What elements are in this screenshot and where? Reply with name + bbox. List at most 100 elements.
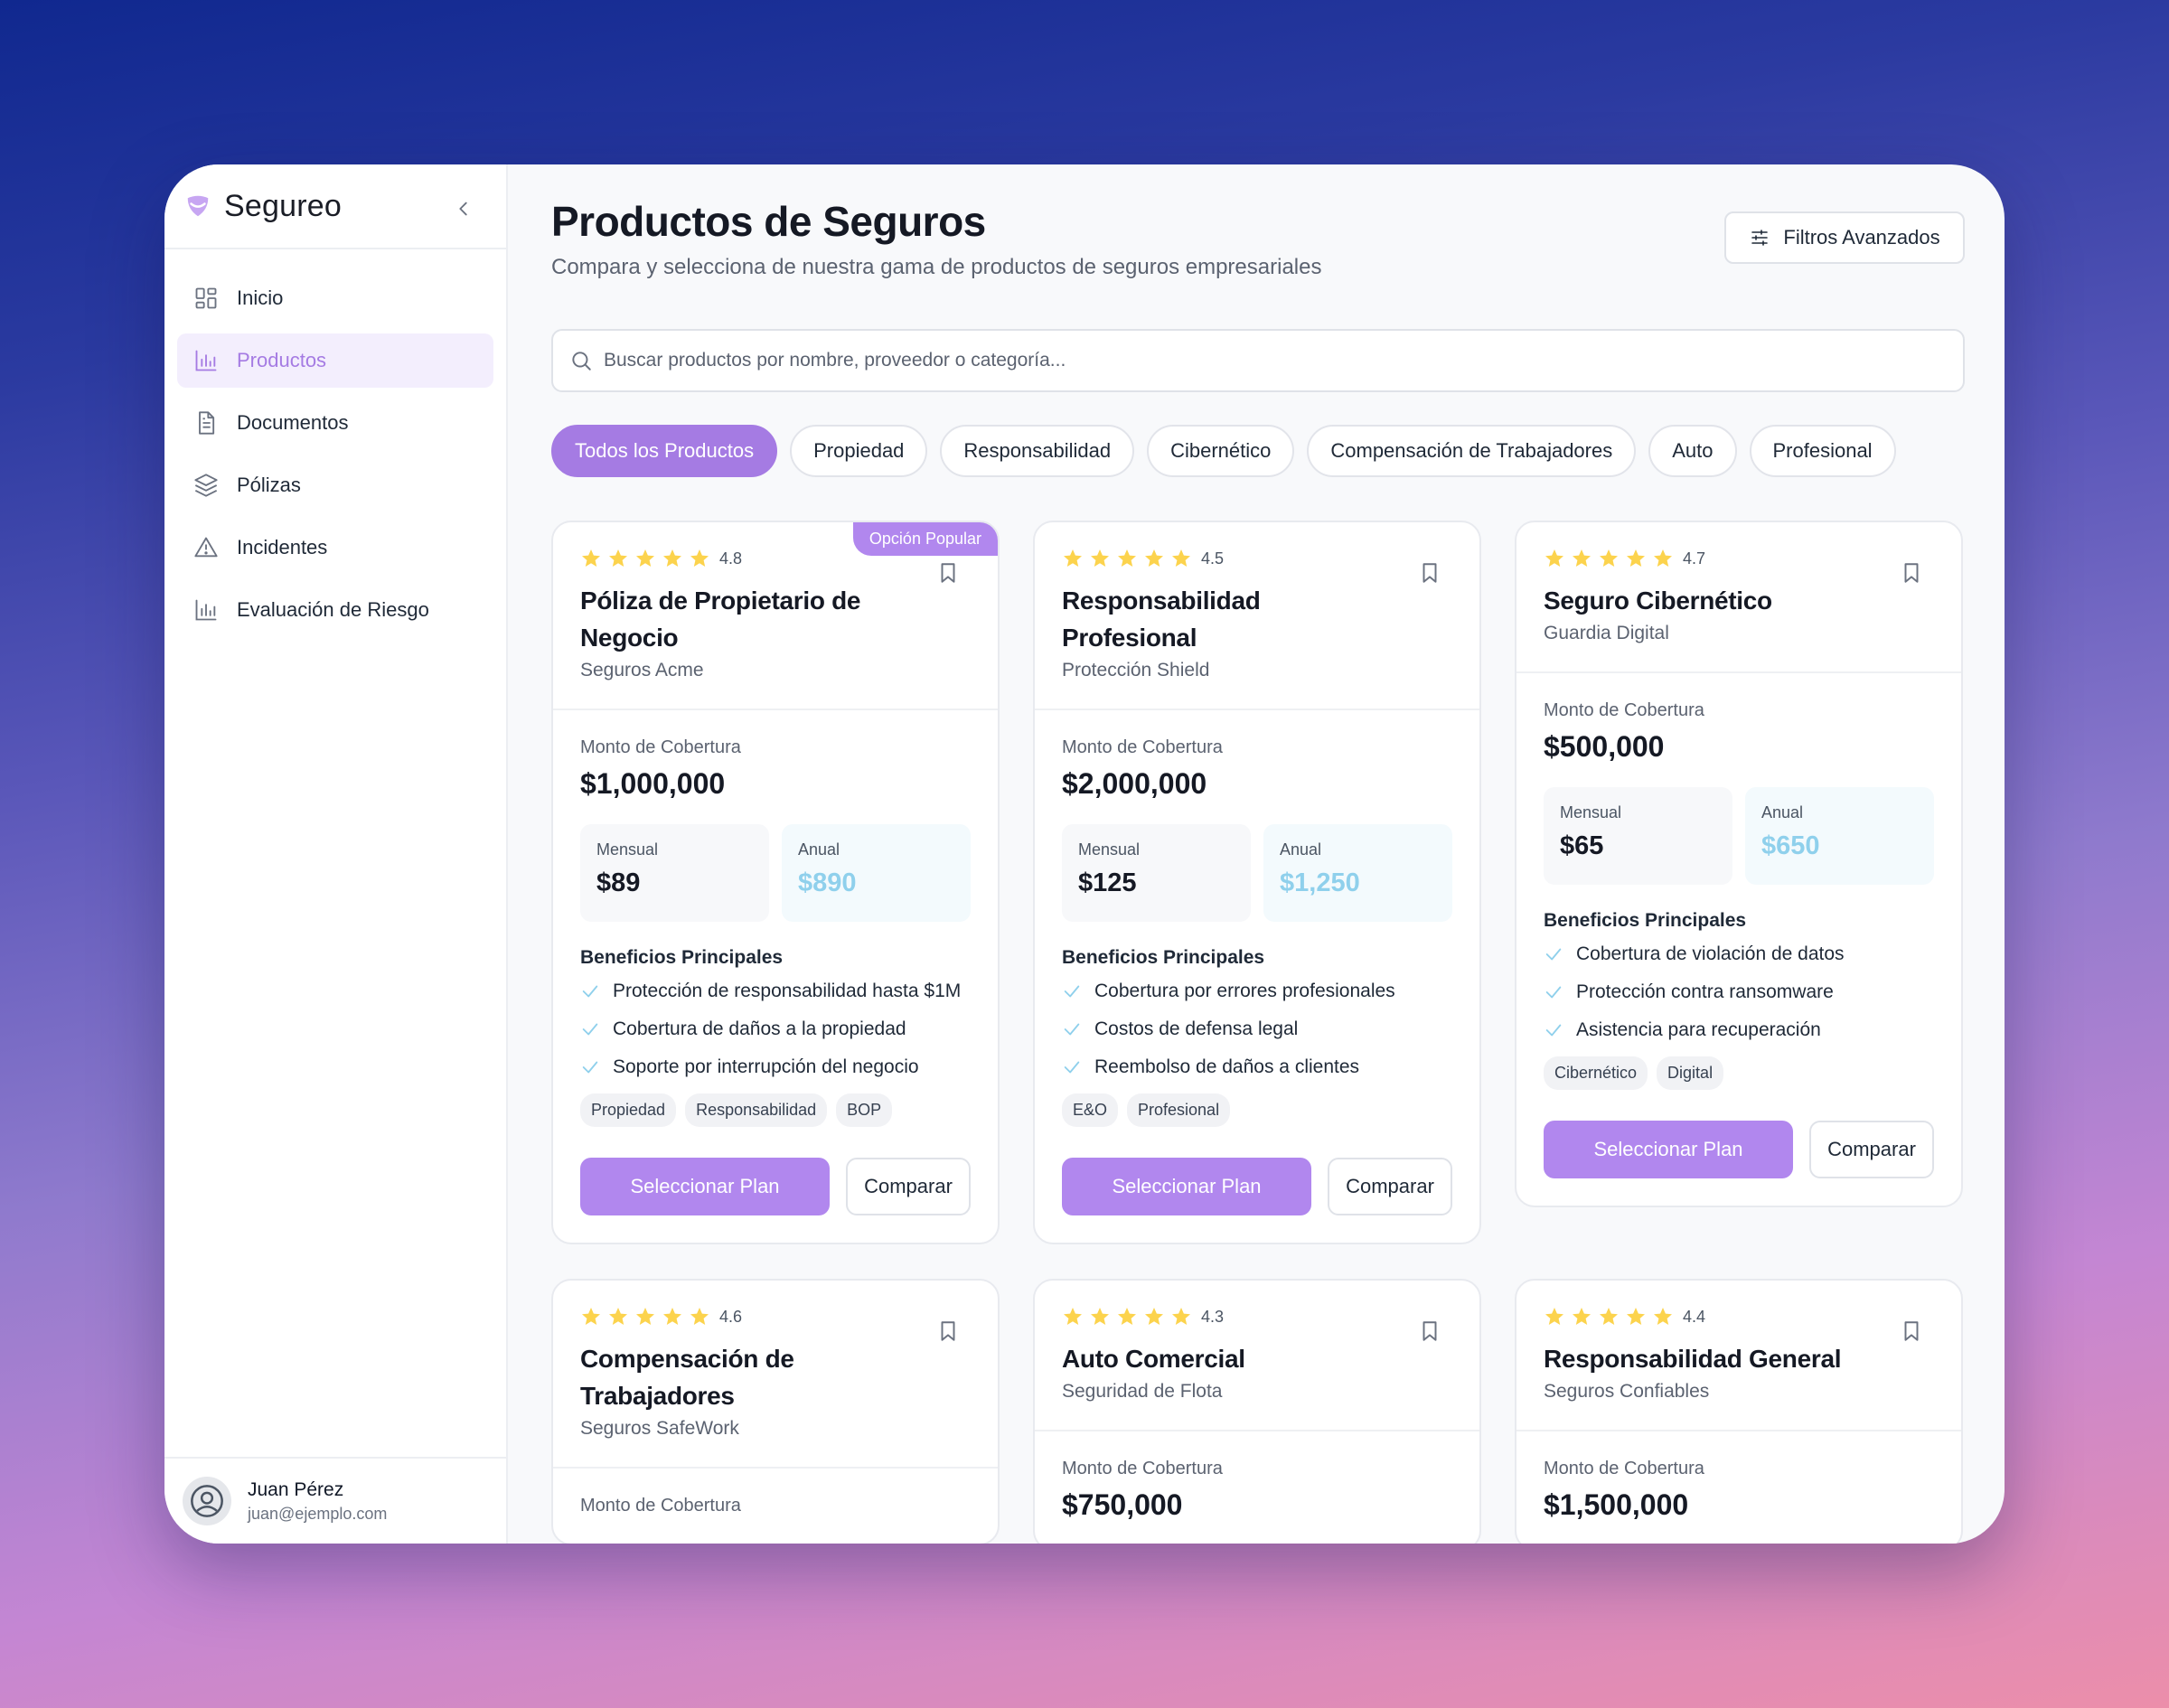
star-icon: [1654, 549, 1672, 567]
monthly-label: Mensual: [1560, 803, 1622, 821]
document-icon: [199, 411, 215, 435]
star-icon: [582, 549, 600, 567]
star-icon: [1600, 1308, 1618, 1325]
shield-logo-icon: [187, 195, 209, 217]
select-plan-button[interactable]: Seleccionar Plan: [1062, 1158, 1311, 1215]
tab-compensacion[interactable]: Compensación de Trabajadores: [1307, 425, 1637, 477]
star-icon: [1145, 1308, 1163, 1325]
star-icon: [663, 549, 681, 567]
rating-value: 4.5: [1201, 549, 1225, 568]
star-icon: [1627, 549, 1645, 567]
tab-todos[interactable]: Todos los Productos: [551, 425, 778, 477]
monthly-price: $125: [1078, 868, 1137, 897]
sidebar-item-label: Productos: [237, 349, 327, 371]
product-title: Compensación de Trabajadores: [580, 1345, 794, 1410]
search-bar: [551, 329, 1965, 392]
user-profile[interactable]: Juan Pérez juan@ejemplo.com: [164, 1457, 506, 1544]
benefit-item: Cobertura de violación de datos: [1544, 941, 1934, 968]
star-icon: [1145, 549, 1163, 567]
card-header: 4.5 Responsabilidad Profesional Protecci…: [1035, 522, 1479, 710]
card-body: Monto de Cobertura: [553, 1469, 998, 1544]
check-icon: [1064, 985, 1080, 998]
product-provider: Protección Shield: [1062, 660, 1210, 680]
compare-button[interactable]: Comparar: [1809, 1121, 1934, 1178]
annual-price-box: Anual $890: [782, 824, 971, 922]
tag-list: E&O Profesional: [1062, 1093, 1452, 1127]
star-icon: [582, 1308, 600, 1325]
benefit-text: Soporte por interrupción del negocio: [613, 1056, 919, 1077]
card-body: Monto de Cobertura $500,000 Mensual $65 …: [1516, 673, 1961, 1206]
card-body: Monto de Cobertura $1,500,000: [1516, 1431, 1961, 1544]
tag-list: Propiedad Responsabilidad BOP: [580, 1093, 971, 1127]
advanced-filters-label: Filtros Avanzados: [1783, 226, 1940, 249]
bookmark-icon[interactable]: [936, 560, 960, 586]
benefit-text: Cobertura de daños a la propiedad: [613, 1018, 906, 1039]
brand-name: Segureo: [224, 188, 342, 223]
check-icon: [582, 1061, 598, 1074]
rating: 4.3: [1062, 1306, 1452, 1328]
card-actions: Seleccionar Plan Comparar: [1062, 1158, 1452, 1215]
product-card: 4.4 Responsabilidad General Seguros Conf…: [1515, 1279, 1963, 1544]
bookmark-icon[interactable]: [1418, 1319, 1441, 1344]
product-title: Auto Comercial: [1062, 1345, 1245, 1373]
coverage-value: $750,000: [1062, 1488, 1183, 1521]
product-title: Responsabilidad General: [1544, 1345, 1842, 1373]
product-card: 4.5 Responsabilidad Profesional Protecci…: [1033, 521, 1481, 1244]
star-icon: [636, 1308, 654, 1325]
star-icon: [1654, 1308, 1672, 1325]
select-plan-button[interactable]: Seleccionar Plan: [1544, 1121, 1793, 1178]
star-icon: [690, 1308, 709, 1325]
sidebar-item-productos[interactable]: Productos: [177, 333, 493, 388]
sidebar-nav: Inicio Productos Documentos Pólizas Inci…: [164, 249, 506, 637]
chevron-left-icon: [459, 202, 467, 216]
select-plan-button[interactable]: Seleccionar Plan: [580, 1158, 830, 1215]
bookmark-icon[interactable]: [1900, 560, 1923, 586]
check-icon: [1545, 1024, 1562, 1037]
check-icon: [1064, 1061, 1080, 1074]
star-icon: [1573, 549, 1591, 567]
tab-profesional[interactable]: Profesional: [1749, 425, 1896, 477]
bar-chart-icon: [195, 350, 217, 371]
advanced-filters-button[interactable]: Filtros Avanzados: [1724, 211, 1965, 264]
benefit-text: Cobertura por errores profesionales: [1094, 981, 1395, 1001]
sidebar-item-evaluacion-riesgo[interactable]: Evaluación de Riesgo: [177, 583, 493, 637]
sidebar-item-documentos[interactable]: Documentos: [177, 396, 493, 450]
tab-propiedad[interactable]: Propiedad: [790, 425, 928, 477]
benefit-text: Protección de responsabilidad hasta $1M: [613, 981, 962, 1001]
bookmark-icon[interactable]: [936, 1319, 960, 1344]
benefit-item: Costos de defensa legal: [1062, 1016, 1452, 1043]
benefits-title: Beneficios Principales: [580, 947, 784, 968]
rating: 4.6: [580, 1306, 971, 1328]
tab-cibernetico[interactable]: Cibernético: [1147, 425, 1295, 477]
search-input[interactable]: [604, 350, 1963, 371]
sidebar-item-polizas[interactable]: Pólizas: [177, 458, 493, 512]
rating-value: 4.7: [1683, 549, 1706, 568]
check-icon: [1545, 948, 1562, 961]
benefit-text: Cobertura de violación de datos: [1576, 943, 1845, 964]
star-icon: [1064, 549, 1082, 567]
compare-button[interactable]: Comparar: [1328, 1158, 1452, 1215]
compare-button[interactable]: Comparar: [846, 1158, 971, 1215]
bookmark-icon[interactable]: [1900, 1319, 1923, 1344]
card-actions: Seleccionar Plan Comparar: [1544, 1121, 1934, 1178]
bookmark-icon[interactable]: [1418, 560, 1441, 586]
benefits-list: Protección de responsabilidad hasta $1M …: [580, 978, 971, 1081]
annual-price-box: Anual $650: [1745, 787, 1934, 885]
sidebar-item-inicio[interactable]: Inicio: [177, 271, 493, 325]
coverage-value: $1,500,000: [1544, 1488, 1689, 1521]
collapse-sidebar-button[interactable]: [454, 199, 474, 219]
monthly-price: $89: [596, 868, 641, 897]
tab-auto[interactable]: Auto: [1648, 425, 1737, 477]
benefit-item: Reembolso de daños a clientes: [1062, 1054, 1452, 1081]
sidebar-item-incidentes[interactable]: Incidentes: [177, 521, 493, 575]
sidebar-item-label: Inicio: [237, 286, 284, 309]
benefit-item: Cobertura de daños a la propiedad: [580, 1016, 971, 1043]
product-card: 4.6 Compensación de Trabajadores Seguros…: [551, 1279, 1000, 1544]
card-body: Monto de Cobertura $1,000,000 Mensual $8…: [553, 710, 998, 1243]
annual-price: $890: [798, 868, 857, 897]
price-boxes: Mensual $125 Anual $1,250: [1062, 824, 1452, 922]
star-icon: [1172, 1308, 1190, 1325]
check-icon: [1545, 986, 1562, 999]
tab-responsabilidad[interactable]: Responsabilidad: [940, 425, 1135, 477]
sidebar-item-label: Incidentes: [237, 536, 328, 558]
